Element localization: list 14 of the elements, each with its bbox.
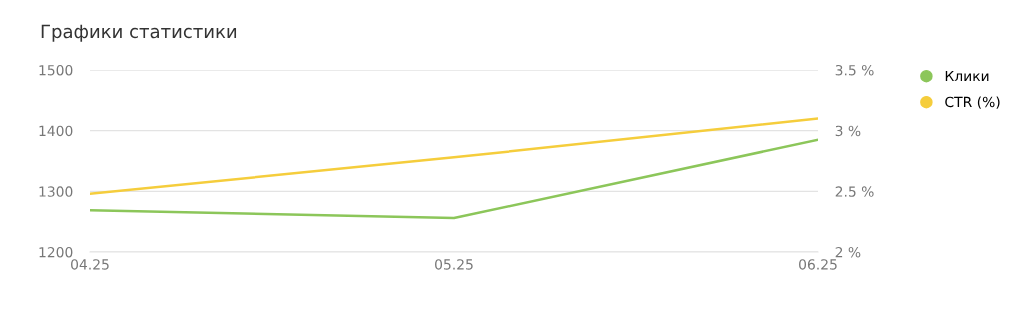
y-tick-label: 1200 xyxy=(39,246,73,258)
chart-title: Графики статистики xyxy=(41,24,237,42)
y2-tick-label: 2.5 % xyxy=(835,186,874,197)
y-tick-label: 1400 xyxy=(39,125,73,137)
x-tick-label: 05.25 xyxy=(435,259,473,270)
y-tick-label: 1300 xyxy=(39,186,73,197)
x-tick-label: 04.25 xyxy=(71,259,109,270)
y2-tick-label: 2 % xyxy=(835,246,861,258)
y2-tick-label: 3.5 % xyxy=(835,64,874,76)
y2-tick-label: 3 % xyxy=(835,125,861,137)
x-tick-label: 06.25 xyxy=(799,259,837,270)
legend-label: Клики xyxy=(945,70,989,82)
legend-label: CTR (%) xyxy=(945,96,1000,109)
y-tick-label: 1500 xyxy=(39,64,73,76)
